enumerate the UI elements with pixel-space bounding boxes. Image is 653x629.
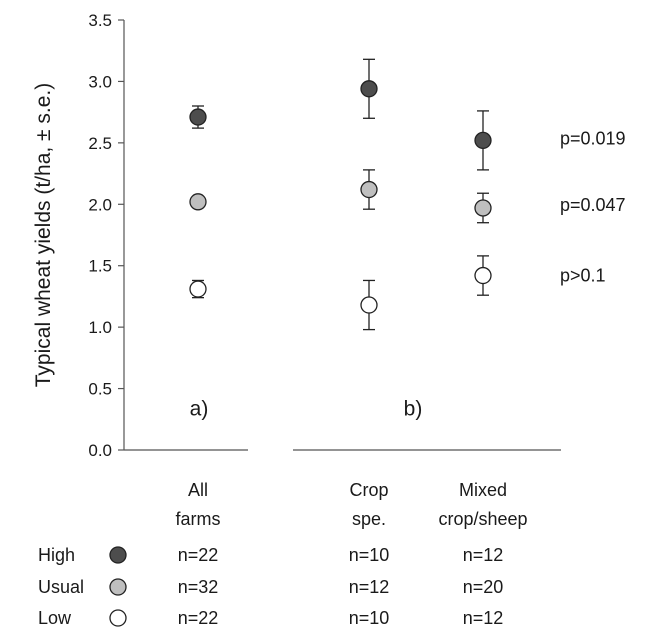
- category-label: spe.: [352, 509, 386, 529]
- sample-size-label: n=32: [178, 577, 219, 597]
- sample-size-label: n=12: [463, 608, 504, 628]
- panel-baselines: a) b): [124, 398, 561, 451]
- y-tick-label: 0.0: [88, 441, 112, 460]
- sample-size-label: n=20: [463, 577, 504, 597]
- sample-size-label: n=12: [463, 545, 504, 565]
- legend-marker: [109, 578, 127, 596]
- category-label: Mixed: [459, 480, 507, 500]
- category-label: All: [188, 480, 208, 500]
- y-tick-label: 1.5: [88, 257, 112, 276]
- data-point: [189, 108, 207, 126]
- sample-size-label: n=22: [178, 608, 219, 628]
- legend-label: Usual: [38, 577, 84, 597]
- data-point: [360, 296, 378, 314]
- y-tick-label: 2.0: [88, 195, 112, 214]
- y-axis-label: Typical wheat yields (t/ha, ± s.e.): [32, 83, 55, 387]
- data-point: [474, 131, 492, 150]
- panel-label: a): [190, 398, 209, 421]
- y-tick-label: 3.0: [88, 72, 112, 91]
- data-point: [189, 193, 207, 211]
- data-point: [474, 266, 492, 285]
- legend-table: High n=22 n=10 n=12 Usual n=32 n=12 n=20 Low n=22…: [38, 545, 503, 628]
- category-label: Crop: [349, 480, 388, 500]
- panel-label: b): [404, 398, 423, 421]
- sample-size-label: n=10: [349, 545, 390, 565]
- y-tick-label: 0.5: [88, 380, 112, 399]
- p-value-annotation: p=0.019: [560, 128, 626, 148]
- data-point: [474, 199, 492, 217]
- y-tick-label: 2.5: [88, 134, 112, 153]
- p-value-annotations: p=0.019 p=0.047 p>0.1: [560, 128, 626, 285]
- legend-label: Low: [38, 608, 72, 628]
- y-axis: 0.0 0.5 1.0 1.5 2.0 2.5 3.0 3.5: [88, 11, 125, 460]
- sample-size-label: n=10: [349, 608, 390, 628]
- category-label: farms: [176, 509, 221, 529]
- legend-label: High: [38, 545, 75, 565]
- sample-size-label: n=22: [178, 545, 219, 565]
- category-labels: All farms Crop spe. Mixed crop/sheep: [176, 480, 528, 529]
- legend-marker: [109, 609, 127, 627]
- p-value-annotation: p>0.1: [560, 266, 606, 286]
- y-tick-label: 1.0: [88, 318, 112, 337]
- data-points: [189, 80, 492, 314]
- data-point: [360, 80, 378, 98]
- data-point: [360, 180, 378, 199]
- y-tick-label: 3.5: [88, 11, 112, 30]
- legend-marker: [109, 546, 127, 564]
- error-bars: [192, 58, 489, 331]
- sample-size-label: n=12: [349, 577, 390, 597]
- p-value-annotation: p=0.047: [560, 195, 626, 215]
- category-label: crop/sheep: [438, 509, 527, 529]
- data-point: [189, 280, 207, 298]
